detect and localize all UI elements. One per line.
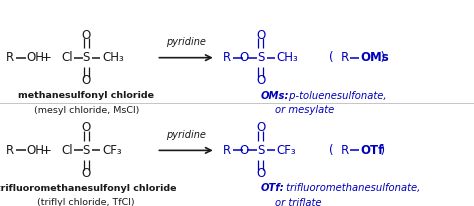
Text: O: O xyxy=(82,166,91,180)
Text: CF₃: CF₃ xyxy=(102,144,121,157)
Text: Cl: Cl xyxy=(62,144,73,157)
Text: R: R xyxy=(6,51,14,64)
Text: OH: OH xyxy=(27,144,45,157)
Text: S: S xyxy=(257,51,264,64)
Text: pyridine: pyridine xyxy=(166,37,206,47)
Text: OMs: OMs xyxy=(360,51,389,64)
Text: (mesyl chloride, MsCl): (mesyl chloride, MsCl) xyxy=(34,106,139,115)
Text: or triflate: or triflate xyxy=(275,198,321,206)
Text: S: S xyxy=(82,144,90,157)
Text: OH: OH xyxy=(27,51,45,64)
Text: CH₃: CH₃ xyxy=(102,51,124,64)
Text: R: R xyxy=(6,144,14,157)
Text: S: S xyxy=(82,51,90,64)
Text: trifluoromethanesulfonyl chloride: trifluoromethanesulfonyl chloride xyxy=(0,184,176,193)
Text: +: + xyxy=(41,51,52,64)
Text: trifluoromethanesulfonate,: trifluoromethanesulfonate, xyxy=(283,184,421,193)
Text: (triflyl chloride, TfCl): (triflyl chloride, TfCl) xyxy=(37,198,135,206)
Text: OTf:: OTf: xyxy=(261,184,284,193)
Text: O: O xyxy=(239,144,249,157)
Text: R: R xyxy=(223,144,231,157)
Text: O: O xyxy=(256,74,265,87)
Text: (  R: ( R xyxy=(329,144,350,157)
Text: S: S xyxy=(257,144,264,157)
Text: R: R xyxy=(223,51,231,64)
Text: ): ) xyxy=(373,144,385,157)
Text: pyridine: pyridine xyxy=(166,130,206,140)
Text: O: O xyxy=(256,166,265,180)
Text: p-toluenesulfonate,: p-toluenesulfonate, xyxy=(286,91,386,101)
Text: OMs:: OMs: xyxy=(261,91,289,101)
Text: O: O xyxy=(82,74,91,87)
Text: (  R: ( R xyxy=(329,51,350,64)
Text: O: O xyxy=(82,28,91,42)
Text: OTf: OTf xyxy=(360,144,383,157)
Text: +: + xyxy=(41,144,52,157)
Text: O: O xyxy=(256,28,265,42)
Text: or mesylate: or mesylate xyxy=(275,105,334,115)
Text: ): ) xyxy=(373,51,385,64)
Text: methanesulfonyl chloride: methanesulfonyl chloride xyxy=(18,91,154,100)
Text: Cl: Cl xyxy=(62,51,73,64)
Text: CF₃: CF₃ xyxy=(276,144,296,157)
Text: O: O xyxy=(82,121,91,134)
Text: CH₃: CH₃ xyxy=(276,51,298,64)
Text: O: O xyxy=(239,51,249,64)
Text: O: O xyxy=(256,121,265,134)
